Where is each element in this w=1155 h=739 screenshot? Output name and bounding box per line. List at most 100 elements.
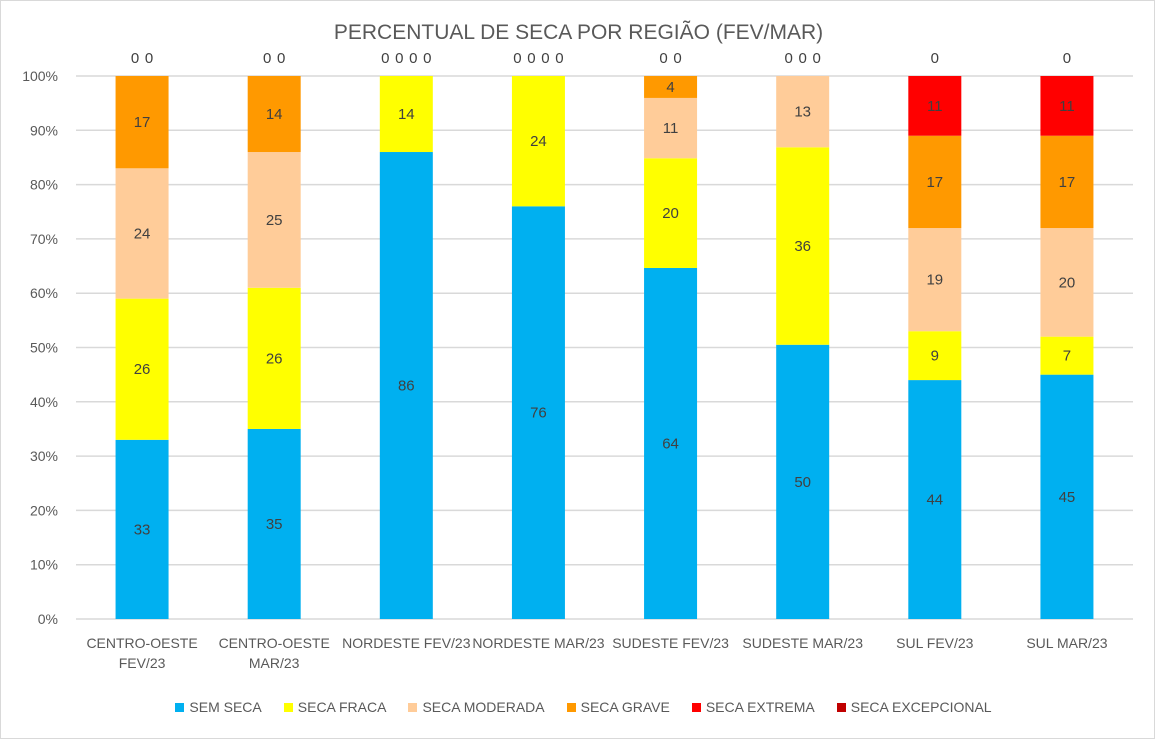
bar-segment [1040, 76, 1094, 136]
bar-segment [908, 380, 962, 619]
data-label: 0 [409, 50, 417, 67]
data-label: 0 [541, 50, 549, 67]
bar-segment [908, 228, 962, 332]
bar-segment [644, 97, 698, 159]
data-label: 0 [673, 50, 681, 67]
data-label: 4 [666, 79, 674, 96]
bar-segment [776, 344, 830, 619]
bar-segment [115, 298, 169, 440]
data-label: 0 [555, 50, 563, 67]
legend-swatch [566, 702, 576, 712]
y-tick-label: 50% [30, 340, 58, 356]
y-tick-label: 0% [38, 611, 58, 627]
data-label: 13 [794, 104, 811, 121]
bar-segment [644, 267, 698, 619]
legend-swatch [175, 702, 185, 712]
data-label: 7 [1063, 348, 1071, 365]
bar-segment [1040, 228, 1094, 337]
bar-segment [908, 76, 962, 136]
data-label: 0 [381, 50, 389, 67]
legend-label: SEM SECA [189, 699, 262, 715]
y-tick-label: 40% [30, 394, 58, 410]
x-tick-label: MAR/23 [249, 655, 300, 671]
bar-segment [379, 76, 433, 153]
legend-item: SEM SECA [175, 699, 262, 715]
legend-swatch [691, 702, 701, 712]
data-label: 36 [794, 238, 811, 255]
data-label: 0 [785, 50, 793, 67]
data-label: 9 [931, 348, 939, 365]
x-tick-label: CENTRO-OESTE [219, 635, 330, 651]
data-label: 0 [527, 50, 535, 67]
data-label: 19 [926, 272, 943, 289]
x-tick-label: CENTRO-OESTE [86, 635, 197, 651]
data-label: 45 [1059, 489, 1076, 506]
bar-segment [1040, 374, 1094, 619]
legend-label: SECA MODERADA [422, 699, 545, 715]
data-label: 0 [659, 50, 667, 67]
y-tick-label: 90% [30, 122, 58, 138]
data-label: 0 [423, 50, 431, 67]
bar-segment [1040, 135, 1094, 229]
bar-segment [1040, 336, 1094, 375]
legend-swatch [283, 702, 293, 712]
x-tick-label: FEV/23 [119, 655, 166, 671]
y-tick-label: 80% [30, 177, 58, 193]
bar-segment [247, 152, 301, 288]
data-label: 20 [1059, 274, 1076, 291]
legend: SEM SECA SECA FRACA SECA MODERADA SECA GRAV… [1, 699, 1154, 715]
data-label: 24 [134, 225, 151, 242]
data-label: 17 [134, 114, 151, 131]
legend-swatch [408, 702, 418, 712]
data-label: 26 [134, 361, 151, 378]
legend-label: SECA EXCEPCIONAL [850, 699, 992, 715]
x-tick-label: NORDESTE FEV/23 [342, 635, 471, 651]
bar-segment [247, 76, 301, 153]
y-tick-label: 70% [30, 231, 58, 247]
bar-segment [115, 76, 169, 169]
data-label: 0 [277, 50, 285, 67]
data-label: 11 [663, 120, 679, 137]
data-label: 44 [926, 492, 943, 509]
data-label: 11 [927, 98, 943, 115]
bar-segment [908, 331, 962, 381]
data-label: 0 [799, 50, 807, 67]
bar-segment [776, 147, 830, 345]
y-tick-label: 100% [22, 68, 58, 84]
data-label: 17 [1059, 174, 1076, 191]
data-label: 25 [266, 212, 283, 229]
legend-swatch [836, 702, 846, 712]
data-label: 24 [530, 133, 547, 150]
bar-segment [247, 428, 301, 619]
data-label: 0 [263, 50, 271, 67]
legend-item: SECA MODERADA [408, 699, 545, 715]
y-tick-label: 20% [30, 502, 58, 518]
data-label: 0 [395, 50, 403, 67]
bar-segment [115, 439, 169, 619]
bar-segment [511, 76, 565, 207]
data-label: 76 [530, 405, 547, 422]
data-label: 14 [266, 106, 283, 123]
data-label: 50 [794, 474, 811, 491]
data-label: 0 [145, 50, 153, 67]
bar-segment [644, 76, 698, 98]
chart-title: PERCENTUAL DE SECA POR REGIÃO (FEV/MAR) [333, 21, 824, 44]
data-label: 0 [131, 50, 139, 67]
y-tick-label: 30% [30, 448, 58, 464]
legend-label: SECA FRACA [297, 699, 387, 715]
data-label: 17 [926, 174, 943, 191]
data-label: 0 [1063, 50, 1071, 67]
legend-label: SECA EXTREMA [705, 699, 815, 715]
x-tick-label: SUDESTE FEV/23 [612, 635, 729, 651]
bar-segment [776, 76, 830, 148]
data-label: 14 [398, 106, 415, 123]
data-label: 64 [662, 435, 679, 452]
y-tick-label: 10% [30, 557, 58, 573]
y-tick-label: 60% [30, 285, 58, 301]
data-label: 86 [398, 378, 415, 395]
legend-item: SECA FRACA [283, 699, 387, 715]
legend-item: SECA EXTREMA [691, 699, 815, 715]
data-label: 11 [1059, 98, 1075, 115]
x-tick-label: NORDESTE MAR/23 [472, 635, 604, 651]
